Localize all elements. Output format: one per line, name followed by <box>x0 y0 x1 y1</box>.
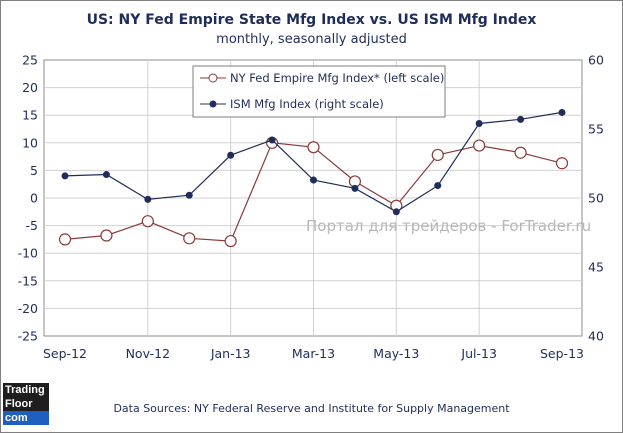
left-tick-label: 10 <box>22 135 38 150</box>
x-tick-label: Sep-13 <box>540 346 584 361</box>
left-tick-label: 15 <box>22 108 38 123</box>
logo-line2: Floor <box>3 397 49 411</box>
ny-fed-point <box>141 215 154 228</box>
logo-line1: Trading <box>3 383 49 397</box>
x-tick-label: Nov-12 <box>126 346 170 361</box>
ny-fed-point <box>58 233 72 246</box>
ism-point <box>517 115 525 123</box>
legend-box <box>192 65 446 118</box>
left-tick-label: 25 <box>22 53 38 68</box>
ny-fed-point <box>431 148 444 162</box>
x-tick-label: Jan-13 <box>210 346 251 361</box>
ism-point <box>434 182 442 190</box>
ism-point <box>144 195 152 203</box>
ism-point <box>475 119 483 127</box>
left-tick-label: 0 <box>30 191 38 206</box>
legend-ism-marker <box>209 100 217 108</box>
legend-ism-label: ISM Mfg Index (right scale) <box>230 97 384 111</box>
left-tick-label: 20 <box>22 80 38 95</box>
ism-point <box>185 191 193 199</box>
logo-line3: com <box>3 411 49 425</box>
source-note: Data Sources: NY Federal Reserve and Ins… <box>113 402 510 415</box>
tradingfloor-logo: Trading Floor com <box>3 383 49 429</box>
left-tick-label: -5 <box>26 218 38 233</box>
ism-point <box>268 136 276 144</box>
ism-point <box>102 171 110 179</box>
ism-point <box>227 151 235 159</box>
ism-point <box>558 108 566 116</box>
right-tick-label: 50 <box>588 191 604 206</box>
left-tick-label: 5 <box>30 163 38 178</box>
ny-fed-point <box>473 139 486 152</box>
ny-fed-point <box>183 232 196 245</box>
ism-point <box>392 208 400 216</box>
ism-point <box>61 172 69 180</box>
legend-ny-label: NY Fed Empire Mfg Index* (left scale) <box>230 71 444 85</box>
ny-fed-point <box>514 146 527 159</box>
ny-fed-point <box>307 141 320 154</box>
legend-ny-marker <box>208 73 218 83</box>
x-tick-label: Jul-13 <box>460 346 497 361</box>
left-tick-label: -10 <box>18 246 38 261</box>
left-tick-label: -25 <box>18 329 38 344</box>
watermark: Портал для трейдеров - ForTrader.ru <box>306 217 592 235</box>
ism-point <box>351 184 359 192</box>
right-tick-label: 45 <box>588 260 604 275</box>
left-tick-label: -15 <box>18 273 38 288</box>
ny-fed-point <box>100 229 113 242</box>
x-tick-label: Sep-12 <box>43 346 87 361</box>
ny-fed-point <box>224 234 237 248</box>
right-tick-label: 40 <box>588 329 604 344</box>
right-tick-label: 60 <box>588 53 604 68</box>
x-tick-label: May-13 <box>373 346 419 361</box>
x-tick-label: Mar-13 <box>292 346 335 361</box>
left-tick-label: -20 <box>18 301 38 316</box>
chart-subtitle: monthly, seasonally adjusted <box>216 32 407 47</box>
ny-fed-point <box>555 157 569 170</box>
right-tick-label: 55 <box>588 122 604 137</box>
ism-point <box>310 176 317 184</box>
chart-title: US: NY Fed Empire State Mfg Index vs. US… <box>86 12 537 28</box>
